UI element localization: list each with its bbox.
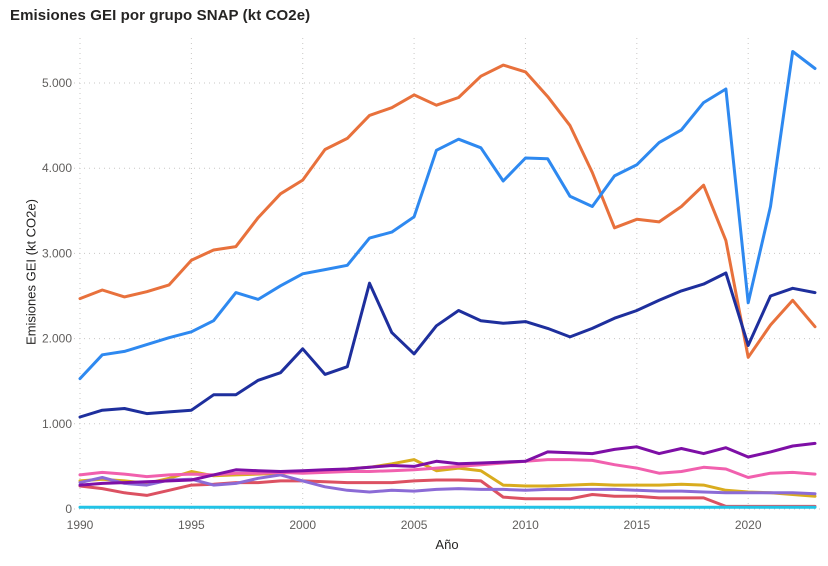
x-tick-label: 2020 [735, 518, 762, 532]
x-tick-label: 1995 [178, 518, 205, 532]
y-tick-label: 2.000 [42, 332, 72, 346]
y-tick-label: 0 [65, 502, 72, 516]
x-axis-title: Año [435, 537, 459, 552]
series-medium-purple-line[interactable] [78, 473, 817, 496]
x-tick-label: 2005 [401, 518, 428, 532]
y-tick-label: 4.000 [42, 161, 72, 175]
x-tick-label: 1990 [67, 518, 94, 532]
y-tick-label: 5.000 [42, 76, 72, 90]
series-navy-line[interactable] [78, 271, 817, 419]
series-light-blue-line[interactable] [78, 50, 817, 381]
series-pink-line[interactable] [78, 458, 817, 479]
series-orange-line[interactable] [78, 63, 817, 359]
y-tick-label: 3.000 [42, 246, 72, 260]
chart-title: Emisiones GEI por grupo SNAP (kt CO2e) [10, 7, 311, 24]
y-axis-title: Emisiones GEI (kt CO2e) [23, 199, 39, 345]
x-tick-label: 2010 [512, 518, 539, 532]
x-tick-label: 2000 [289, 518, 316, 532]
y-tick-label: 1.000 [42, 417, 72, 431]
series-purple-line[interactable] [78, 441, 817, 487]
series-red-line[interactable] [78, 478, 817, 508]
x-tick-label: 2015 [623, 518, 650, 532]
